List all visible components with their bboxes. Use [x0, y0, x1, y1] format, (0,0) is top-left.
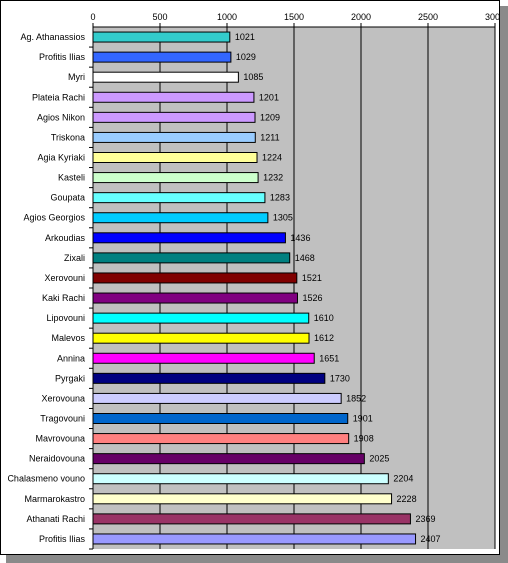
bar [92, 533, 417, 545]
elevation-bar-chart: 0 500 1000 1500 2000 2500 3000 Ag. Athanassios… [7, 12, 500, 550]
x-tick-label: 1500 [284, 12, 304, 22]
category-label: Profitis Ilias [39, 534, 86, 544]
data-label: 1029 [236, 52, 256, 62]
category-label: Chalasmeno vouno [7, 474, 85, 484]
category-label: Agios Nikon [37, 112, 85, 122]
data-label: 1211 [260, 132, 279, 142]
bar [92, 131, 256, 143]
bar [92, 413, 349, 424]
frame-shadow-right [500, 6, 508, 563]
data-label: 1436 [290, 233, 310, 243]
data-label: 2025 [369, 454, 389, 464]
category-label: Kasteli [58, 173, 85, 183]
x-tick-label: 1000 [217, 12, 237, 22]
category-label: Kaki Rachi [42, 293, 85, 303]
bar [92, 252, 291, 264]
bar [92, 192, 266, 204]
data-label: 1232 [263, 173, 283, 183]
bar [92, 172, 259, 184]
x-tick-label: 3000 [485, 12, 500, 22]
bar [92, 91, 255, 103]
bars [92, 31, 417, 545]
bar [92, 152, 258, 163]
data-label: 2204 [393, 474, 413, 484]
data-label: 1305 [273, 213, 293, 223]
data-label: 1526 [302, 293, 322, 303]
data-label: 2228 [397, 494, 417, 504]
data-label: 1908 [354, 434, 374, 444]
frame-shadow-bottom [6, 555, 508, 563]
data-label: 1224 [262, 153, 282, 163]
data-labels: 1021 1029 1085 1201 1209 1211 1224 1232 1283 1305… [235, 32, 441, 544]
data-label: 1209 [260, 112, 280, 122]
bar [92, 372, 326, 384]
bar [92, 111, 256, 123]
category-label: Xerovouni [44, 273, 85, 283]
data-label: 1521 [302, 273, 322, 283]
category-label: Arkoudias [45, 233, 86, 243]
category-label: Mavrovouna [35, 434, 85, 444]
data-label: 1852 [346, 393, 366, 403]
category-label: Xerovouna [41, 393, 85, 403]
data-label: 1612 [314, 333, 334, 343]
bar [92, 232, 286, 244]
data-label: 1610 [314, 313, 334, 323]
category-label: Agios Georgios [23, 213, 85, 223]
category-label: Profitis Ilias [39, 52, 86, 62]
bar [92, 212, 269, 224]
data-label: 1085 [243, 72, 263, 82]
category-label: Annina [57, 353, 85, 363]
bar [92, 433, 350, 445]
bar [92, 473, 389, 485]
category-labels: Ag. Athanassios Profitis Ilias Myri Plateia… [7, 32, 93, 550]
data-label: 1468 [295, 253, 315, 263]
x-tick-label: 2000 [351, 12, 371, 22]
category-label: Zixali [64, 253, 85, 263]
category-label: Ag. Athanassios [20, 32, 85, 42]
category-label: Lipovouni [46, 313, 85, 323]
category-label: Triskona [51, 132, 85, 142]
data-label: 1201 [259, 92, 279, 102]
data-label: 1651 [319, 353, 339, 363]
category-label: Neraidovouna [29, 454, 85, 464]
data-label: 1283 [270, 193, 290, 203]
bar [92, 392, 342, 404]
data-label: 1901 [353, 414, 373, 424]
bar [92, 332, 310, 344]
x-tick-label: 500 [152, 12, 167, 22]
category-label: Agia Kyriaki [37, 153, 85, 163]
category-label: Tragovouni [40, 414, 85, 424]
bar [92, 31, 231, 43]
category-label: Goupata [50, 193, 85, 203]
bar [92, 513, 411, 525]
x-tick-label: 0 [90, 12, 95, 22]
bar [92, 493, 393, 505]
bar [92, 71, 239, 83]
category-label: Pyrgaki [55, 373, 85, 383]
category-label: Athanati Rachi [26, 514, 85, 524]
data-label: 1730 [330, 373, 350, 383]
bar [92, 352, 315, 364]
bar [92, 51, 232, 63]
data-label: 2369 [415, 514, 435, 524]
bar [92, 312, 310, 324]
bar [92, 292, 298, 304]
bar [92, 272, 298, 284]
category-label: Plateia Rachi [32, 92, 85, 102]
data-label: 1021 [235, 32, 255, 42]
category-label: Myri [68, 72, 85, 82]
bar [92, 453, 365, 465]
data-label: 2407 [421, 534, 441, 544]
x-tick-label: 2500 [418, 12, 438, 22]
category-label: Malevos [51, 333, 85, 343]
category-label: Marmarokastro [24, 494, 85, 504]
